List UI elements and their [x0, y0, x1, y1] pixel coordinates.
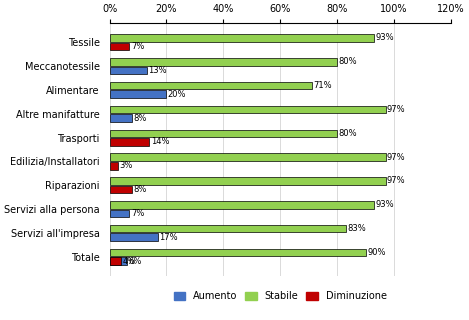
Text: 20%: 20% [168, 90, 186, 99]
Bar [110, 43, 129, 50]
Bar [110, 249, 366, 256]
Bar [110, 82, 311, 90]
Legend: Aumento, Stabile, Diminuzione: Aumento, Stabile, Diminuzione [171, 288, 390, 304]
Text: 7%: 7% [131, 42, 144, 51]
Text: 7%: 7% [131, 209, 144, 218]
Bar [110, 106, 386, 113]
Bar [110, 257, 127, 265]
Bar [110, 138, 149, 146]
Bar [110, 114, 132, 122]
Text: 93%: 93% [376, 200, 394, 209]
Text: 8%: 8% [134, 185, 147, 194]
Text: 17%: 17% [159, 233, 178, 242]
Text: 93%: 93% [376, 34, 394, 43]
Bar [110, 130, 337, 137]
Text: 71%: 71% [313, 81, 332, 90]
Text: 14%: 14% [151, 137, 169, 147]
Bar [110, 153, 386, 161]
Bar [110, 210, 129, 217]
Text: 90%: 90% [367, 248, 386, 257]
Text: 80%: 80% [339, 57, 357, 66]
Text: 8%: 8% [134, 114, 147, 123]
Bar [110, 34, 374, 42]
Bar [110, 201, 374, 209]
Bar [110, 162, 118, 170]
Bar [110, 58, 337, 66]
Text: 97%: 97% [387, 105, 406, 114]
Bar [110, 257, 121, 265]
Text: 83%: 83% [347, 224, 366, 233]
Text: 13%: 13% [148, 66, 166, 75]
Bar [110, 177, 386, 185]
Bar [110, 233, 158, 241]
Bar [110, 186, 132, 193]
Text: 6%: 6% [128, 257, 141, 266]
Bar [110, 91, 166, 98]
Text: 97%: 97% [387, 177, 406, 186]
Text: 4%: 4% [122, 257, 136, 266]
Text: 3%: 3% [120, 161, 133, 170]
Bar [110, 67, 146, 74]
Text: 80%: 80% [339, 129, 357, 138]
Text: 97%: 97% [387, 153, 406, 162]
Bar [110, 225, 346, 232]
